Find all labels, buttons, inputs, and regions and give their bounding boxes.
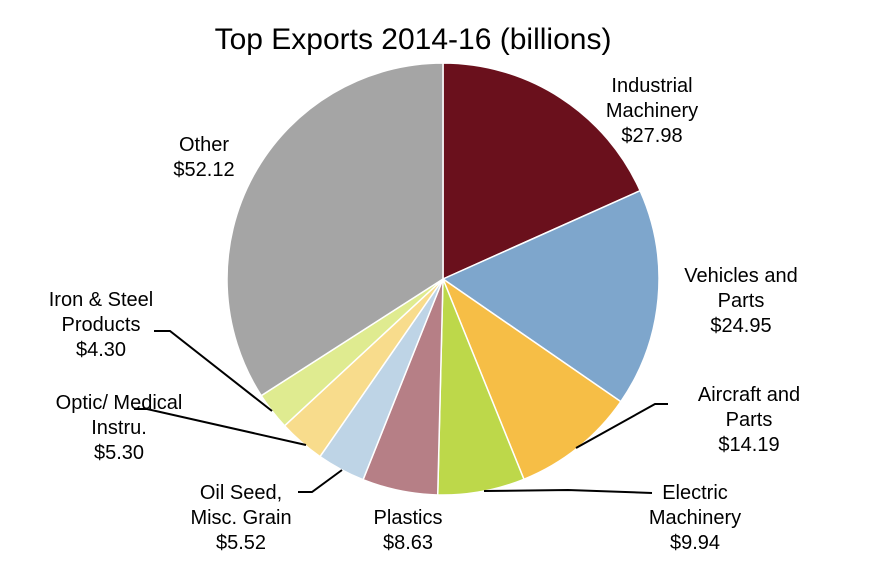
slice-label-plastics: Plastics $8.63	[374, 507, 443, 554]
slice-value-optic: $5.30	[94, 442, 144, 464]
slice-value-aircraft: $14.19	[718, 434, 779, 456]
slice-name-industrial-line1: Industrial	[611, 75, 692, 97]
pie-slice-vehicles	[441, 189, 660, 403]
leader-line-iron	[154, 330, 273, 412]
slice-label-other: Other $52.12	[173, 134, 234, 181]
slice-name-electric-line2: Machinery	[649, 507, 741, 529]
chart-title: Top Exports 2014-16 (billions)	[215, 23, 612, 56]
slice-name-optic-line2: Instru.	[91, 417, 147, 439]
leader-line-optic	[134, 408, 307, 446]
slice-name-oilseed-line1: Oil Seed,	[200, 482, 282, 504]
slice-name-plastics-line1: Plastics	[374, 507, 443, 529]
slice-value-oilseed: $5.52	[216, 532, 266, 554]
slice-value-industrial: $27.98	[621, 125, 682, 147]
slice-name-electric-line1: Electric	[662, 482, 728, 504]
pie-slices	[226, 62, 660, 496]
slice-label-industrial: Industrial Machinery $27.98	[606, 75, 698, 147]
slice-name-optic-line1: Optic/ Medical	[56, 392, 183, 414]
pie-slice-other	[226, 62, 444, 397]
slice-value-iron: $4.30	[76, 339, 126, 361]
pie-slice-industrial	[442, 62, 642, 281]
slice-name-industrial-line2: Machinery	[606, 100, 698, 122]
slice-name-iron-line1: Iron & Steel	[49, 289, 154, 311]
slice-name-vehicles-line1: Vehicles and	[684, 265, 797, 287]
leader-lines	[134, 330, 668, 494]
slice-value-vehicles: $24.95	[710, 315, 771, 337]
slice-name-other-line1: Other	[179, 134, 229, 156]
slice-label-optic: Optic/ Medical Instru. $5.30	[56, 392, 183, 464]
slice-value-electric: $9.94	[670, 532, 720, 554]
slice-name-aircraft-line2: Parts	[726, 409, 773, 431]
slice-label-vehicles: Vehicles and Parts $24.95	[684, 265, 797, 337]
slice-label-oilseed: Oil Seed, Misc. Grain $5.52	[190, 482, 291, 554]
slice-name-iron-line2: Products	[62, 314, 141, 336]
slice-label-aircraft: Aircraft and Parts $14.19	[698, 384, 800, 456]
leader-line-electric	[483, 488, 653, 494]
slice-name-aircraft-line1: Aircraft and	[698, 384, 800, 406]
leader-line-aircraft	[575, 403, 668, 449]
slice-labels: Industrial Machinery $27.98 Vehicles and Par…	[49, 75, 800, 554]
slice-label-electric: Electric Machinery $9.94	[649, 482, 741, 554]
slice-name-oilseed-line2: Misc. Grain	[190, 507, 291, 529]
slice-label-iron: Iron & Steel Products $4.30	[49, 289, 154, 361]
leader-line-oilseed	[298, 469, 343, 493]
slice-value-other: $52.12	[173, 159, 234, 181]
slice-name-vehicles-line2: Parts	[718, 290, 765, 312]
slice-value-plastics: $8.63	[383, 532, 433, 554]
